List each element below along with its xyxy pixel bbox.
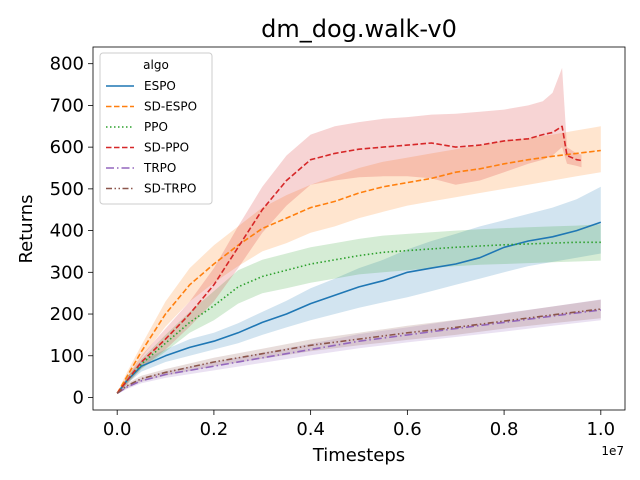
y-tick-label: 800 [50,54,84,75]
legend-label-ppo: PPO [144,120,168,134]
band-ppo [117,224,601,395]
x-axis-offset-label: 1e7 [601,444,624,458]
x-axis: 0.0 0.2 0.4 0.6 0.8 1.0 [103,410,615,440]
legend-box [99,52,213,205]
line-sd-trpo [116,308,601,394]
plot-frame [92,46,626,411]
legend-label-sd-trpo: SD-TRPO [144,182,196,196]
y-axis-label: Returns [16,194,37,263]
legend-label-sd-ppo: SD-PPO [144,141,189,155]
band-sd-ppo [117,67,582,395]
series-lines [116,125,602,394]
band-trpo [117,299,601,395]
y-tick-label: 600 [50,137,84,158]
legend: algo ESPO SD-ESPO PPO SD-PPO TRPO SD-TRPO [99,52,213,205]
legend-label-sd-espo: SD-ESPO [144,100,197,114]
y-tick-label: 700 [50,95,84,116]
chart-title: dm_dog.walk-v0 [261,15,457,43]
y-tick-label: 400 [50,221,84,242]
x-tick-label: 1.0 [586,419,615,440]
y-tick-label: 0 [73,387,84,408]
band-sd-trpo [117,299,601,395]
x-tick-label: 0.2 [200,419,229,440]
x-tick-label: 0.0 [103,419,132,440]
x-tick-label: 0.4 [296,419,325,440]
y-axis: 0 100 200 300 400 500 600 700 800 [50,54,93,408]
y-tick-label: 100 [50,346,84,367]
legend-label-trpo: TRPO [143,161,176,175]
band-sd-espo [117,126,601,395]
y-tick-label: 200 [50,304,84,325]
y-tick-label: 500 [50,179,84,200]
x-tick-label: 0.6 [393,419,422,440]
legend-label-espo: ESPO [144,79,176,93]
x-tick-label: 0.8 [490,419,519,440]
x-axis-label: Timesteps [312,445,405,466]
legend-title: algo [143,58,169,72]
y-tick-label: 300 [50,262,84,283]
line-trpo [116,309,601,394]
line-sd-espo [116,149,601,394]
confidence-bands [117,67,601,395]
band-espo [117,186,601,395]
line-ppo [116,241,601,394]
line-sd-ppo [116,125,582,394]
